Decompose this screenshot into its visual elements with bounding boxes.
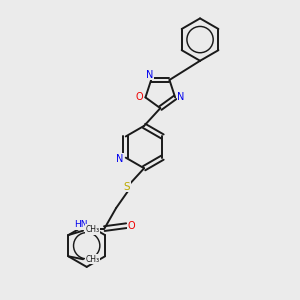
Text: N: N — [146, 70, 153, 80]
Text: CH₃: CH₃ — [85, 225, 100, 234]
Text: O: O — [135, 92, 143, 101]
Text: HN: HN — [74, 220, 88, 229]
Text: N: N — [177, 92, 185, 101]
Text: O: O — [128, 221, 136, 231]
Text: CH₃: CH₃ — [85, 255, 100, 264]
Text: N: N — [116, 154, 123, 164]
Text: S: S — [123, 182, 130, 191]
